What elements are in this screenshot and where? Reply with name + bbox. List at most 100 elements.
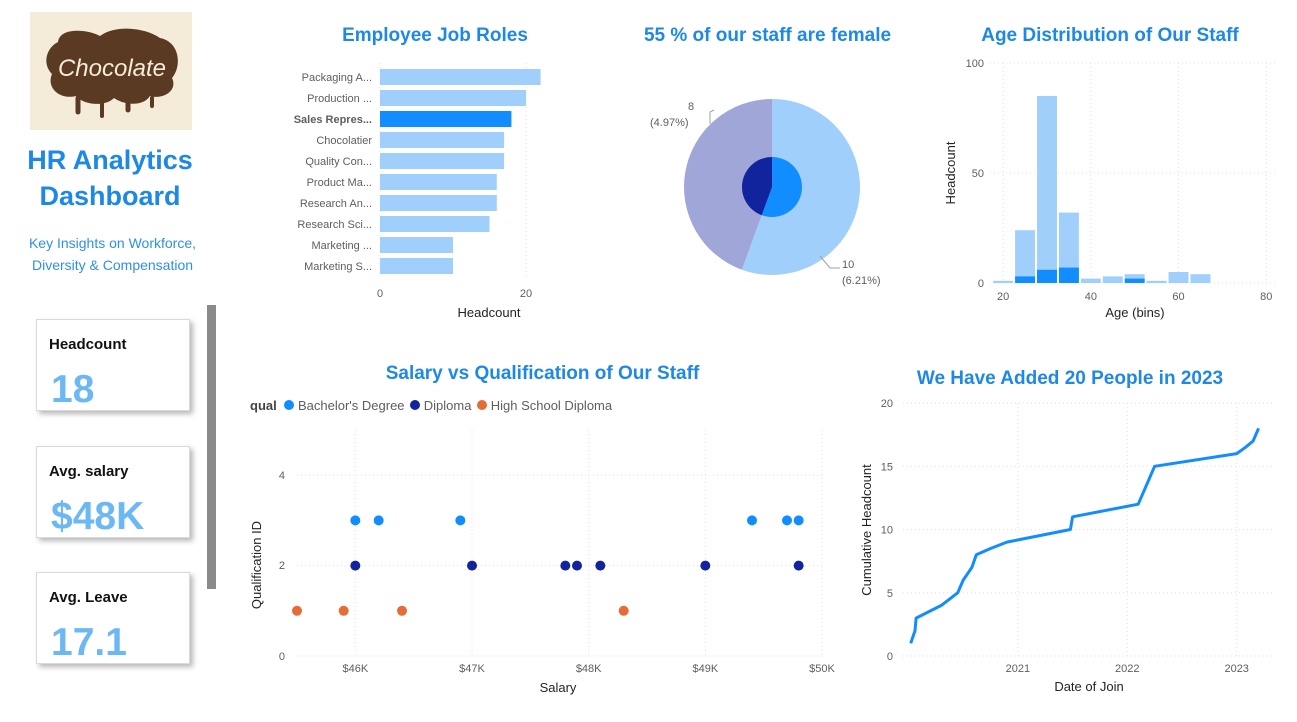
y-tick: 15 bbox=[881, 461, 893, 473]
scatter-point[interactable] bbox=[700, 560, 711, 571]
histogram-bar-highlight[interactable] bbox=[1124, 278, 1145, 283]
kpi-label: Headcount bbox=[49, 336, 127, 353]
slice-label-pct: (4.97%) bbox=[650, 117, 689, 129]
kpi-card-headcount[interactable]: Headcount 18 bbox=[36, 319, 190, 411]
histogram-bar-highlight[interactable] bbox=[1058, 267, 1079, 283]
age-histogram-chart[interactable]: 100 50 0 20 40 60 80 Age (bins) Headcount bbox=[940, 50, 1285, 330]
scatter-point[interactable] bbox=[467, 560, 477, 571]
legend-dot-icon bbox=[410, 400, 421, 410]
chocolate-logo-icon: Chocolate bbox=[46, 28, 178, 118]
slice-label-pct: (6.21%) bbox=[842, 275, 881, 287]
legend-title: qual bbox=[250, 398, 277, 413]
scatter-point[interactable] bbox=[292, 605, 302, 616]
bar[interactable] bbox=[380, 258, 453, 274]
scatter-point[interactable] bbox=[793, 560, 804, 571]
x-axis-label: Headcount bbox=[458, 305, 521, 320]
category-label: Sales Repres... bbox=[294, 114, 372, 126]
pie-slice[interactable] bbox=[761, 157, 802, 217]
y-tick: 2 bbox=[279, 560, 285, 572]
legend-dot-icon bbox=[284, 400, 295, 410]
bar[interactable] bbox=[380, 132, 505, 148]
y-tick: 0 bbox=[887, 651, 893, 663]
scatter-point[interactable] bbox=[560, 560, 571, 571]
histogram-bar-highlight[interactable] bbox=[1037, 269, 1057, 283]
scatter-point[interactable] bbox=[618, 605, 629, 616]
scatter-point[interactable] bbox=[595, 560, 606, 571]
x-tick: 20 bbox=[997, 291, 1009, 303]
histogram-bar[interactable] bbox=[1058, 212, 1079, 283]
bar[interactable] bbox=[380, 111, 512, 127]
x-tick: 60 bbox=[1172, 291, 1184, 303]
bar[interactable] bbox=[380, 216, 490, 232]
salary-scatter-chart[interactable]: 4 2 0 $46K $47K $48K $49K $50K Salary Qualif… bbox=[245, 420, 845, 700]
y-axis-label: Cumulative Headcount bbox=[859, 464, 874, 596]
bar[interactable] bbox=[380, 69, 541, 85]
x-tick: 20 bbox=[520, 288, 532, 300]
histogram-bar[interactable] bbox=[1015, 230, 1036, 283]
gender-title: 55 % of our staff are female bbox=[643, 25, 892, 46]
y-axis-label: Qualification ID bbox=[249, 521, 264, 609]
pie-slice[interactable] bbox=[742, 157, 772, 216]
category-label: Marketing ... bbox=[311, 240, 372, 252]
histogram-bar[interactable] bbox=[1102, 276, 1123, 283]
y-tick: 50 bbox=[972, 168, 984, 180]
legend-item[interactable]: Diploma bbox=[423, 398, 472, 413]
legend-item[interactable]: High School Diploma bbox=[490, 398, 613, 413]
job-roles-chart[interactable]: Packaging A... Production ... Sales Repres… bbox=[250, 55, 580, 330]
scatter-point[interactable] bbox=[747, 515, 757, 526]
salary-legend: qual Bachelor's Degree Diploma High Scho… bbox=[250, 398, 612, 413]
histogram-bar-highlight[interactable] bbox=[1015, 276, 1036, 283]
kpi-value: $48K bbox=[51, 495, 145, 538]
histogram-bar[interactable] bbox=[1037, 96, 1057, 283]
legend-item[interactable]: Bachelor's Degree bbox=[297, 398, 405, 413]
category-label: Quality Con... bbox=[305, 156, 372, 168]
category-label: Research Sci... bbox=[297, 219, 372, 231]
bar[interactable] bbox=[380, 195, 497, 211]
scatter-point[interactable] bbox=[350, 560, 361, 571]
sidebar-scrollbar[interactable] bbox=[207, 305, 216, 589]
x-tick: 80 bbox=[1260, 291, 1272, 303]
y-tick: 4 bbox=[279, 470, 285, 482]
slice-label-value: 8 bbox=[688, 101, 694, 113]
slice-label-value: 10 bbox=[842, 259, 854, 271]
y-tick: 0 bbox=[279, 651, 285, 663]
scatter-point[interactable] bbox=[397, 605, 407, 616]
bar[interactable] bbox=[380, 174, 497, 190]
scatter-point[interactable] bbox=[338, 605, 349, 616]
gender-donut-chart[interactable]: 8 (4.97%) 10 (6.21%) bbox=[630, 90, 930, 300]
x-tick: 2022 bbox=[1115, 663, 1139, 675]
x-tick: $47K bbox=[459, 663, 485, 675]
logo-wordmark: Chocolate bbox=[58, 55, 166, 82]
salary-title: Salary vs Qualification of Our Staff bbox=[385, 363, 700, 384]
histogram-bar[interactable] bbox=[1168, 272, 1189, 283]
histogram-bar[interactable] bbox=[1190, 274, 1211, 283]
histogram-bar[interactable] bbox=[1146, 280, 1167, 283]
kpi-value: 18 bbox=[51, 368, 95, 411]
y-tick: 10 bbox=[881, 525, 893, 537]
bar[interactable] bbox=[380, 153, 505, 169]
histogram-bar[interactable] bbox=[1080, 278, 1101, 283]
scatter-point[interactable] bbox=[572, 560, 582, 571]
bar[interactable] bbox=[380, 90, 526, 106]
x-tick: $46K bbox=[342, 663, 368, 675]
bar[interactable] bbox=[380, 237, 453, 253]
category-label: Product Ma... bbox=[307, 177, 372, 189]
kpi-label: Avg. salary bbox=[49, 463, 129, 480]
scatter-point[interactable] bbox=[455, 515, 466, 526]
pie-slice[interactable] bbox=[684, 99, 772, 270]
histogram-bar[interactable] bbox=[993, 280, 1014, 283]
cumulative-headcount-line[interactable] bbox=[909, 427, 1260, 644]
dashboard-subtitle: Key Insights on Workforce, Diversity & C… bbox=[28, 235, 197, 273]
scatter-point[interactable] bbox=[373, 515, 384, 526]
x-tick: 40 bbox=[1085, 291, 1097, 303]
job-roles-title: Employee Job Roles bbox=[342, 25, 528, 46]
category-label: Production ... bbox=[307, 93, 372, 105]
scatter-point[interactable] bbox=[782, 515, 792, 526]
scatter-point[interactable] bbox=[793, 515, 804, 526]
kpi-card-avg-salary[interactable]: Avg. salary $48K bbox=[36, 446, 190, 538]
category-label: Packaging A... bbox=[302, 72, 372, 84]
kpi-card-avg-leave[interactable]: Avg. Leave 17.1 bbox=[36, 572, 190, 664]
x-tick: $49K bbox=[692, 663, 718, 675]
joins-line-chart[interactable]: 0 5 10 15 20 2021 2022 2023 Date of Join Cumul… bbox=[855, 395, 1285, 705]
scatter-point[interactable] bbox=[350, 515, 361, 526]
